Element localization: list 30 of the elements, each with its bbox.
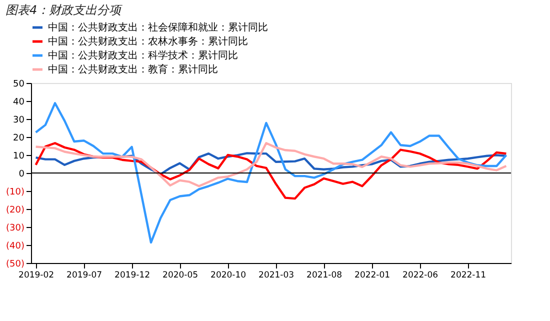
x-tick-label: 2020-10 [210, 270, 246, 280]
y-tick-label: (40) [6, 242, 24, 252]
y-tick-label: 40 [13, 98, 25, 108]
y-tick-label: 0 [18, 170, 25, 180]
line-series [34, 102, 508, 244]
legend-label: 中国：公共财政支出：科学技术：累计同比 [48, 50, 238, 62]
x-tick-label: 2019-07 [66, 270, 102, 280]
line-series [34, 142, 508, 200]
line-series [34, 152, 508, 176]
legend-label: 中国：公共财政支出：社会保障和就业：累计同比 [48, 22, 268, 34]
y-tick-label: 10 [13, 152, 25, 162]
y-tick-label: 20 [13, 134, 25, 144]
legend-label: 中国：公共财政支出：农林水事务：累计同比 [48, 36, 248, 48]
y-tick-label: (10) [6, 188, 24, 198]
x-tick-label: 2022-11 [450, 270, 486, 280]
legend-label: 中国：公共财政支出：教育：累计同比 [48, 64, 218, 76]
y-tick-label: (30) [6, 224, 24, 234]
y-tick-label: (50) [6, 260, 24, 270]
y-tick-label: 30 [13, 116, 25, 126]
y-tick-label: (20) [6, 206, 24, 216]
line-series [34, 142, 508, 188]
x-tick-label: 2019-02 [18, 270, 54, 280]
x-tick-label: 2022-01 [354, 270, 390, 280]
y-tick-label: 50 [13, 80, 25, 90]
chart-title: 图表4：财政支出分项 [6, 3, 124, 17]
x-tick-label: 2022-06 [402, 270, 438, 280]
x-tick-label: 2021-03 [258, 270, 294, 280]
x-tick-label: 2019-12 [114, 270, 150, 280]
x-tick-label: 2020-05 [162, 270, 198, 280]
x-tick-label: 2021-08 [306, 270, 342, 280]
